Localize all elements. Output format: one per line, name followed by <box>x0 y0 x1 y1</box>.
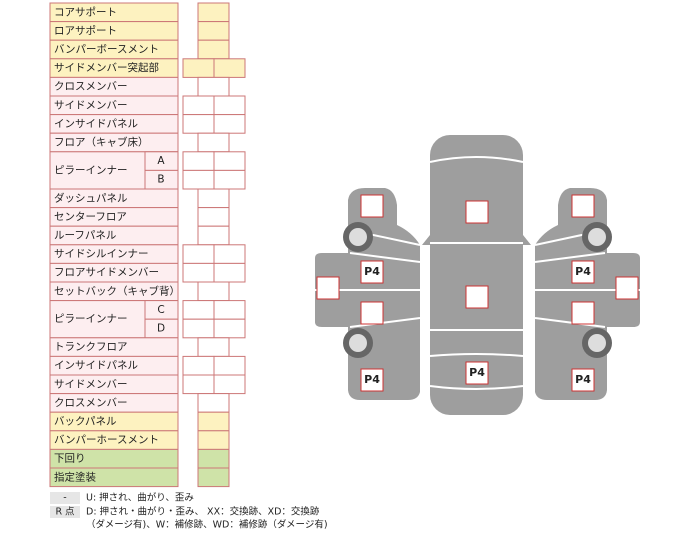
check-cell[interactable] <box>182 262 215 283</box>
row-label: サイドメンバー <box>54 378 128 390</box>
check-cell[interactable] <box>197 76 230 97</box>
car-diagram <box>315 135 641 415</box>
check-cell[interactable] <box>213 374 246 395</box>
check-cell[interactable] <box>213 300 246 320</box>
row-label: コアサポート <box>54 6 117 18</box>
row-label: センターフロア <box>54 211 127 223</box>
check-cell[interactable] <box>197 2 230 23</box>
row-label: ロアサポート <box>54 25 117 37</box>
check-cell[interactable] <box>213 95 246 116</box>
legend-key: R 点 <box>55 507 75 518</box>
sub-label: A <box>157 155 165 167</box>
row-label-cell <box>49 467 179 488</box>
row-label: ダッシュパネル <box>54 191 128 204</box>
row-label: セットバック（キャブ背） <box>54 284 180 297</box>
row-label: インサイドパネル <box>54 360 138 372</box>
check-cell[interactable] <box>197 225 230 246</box>
part-label: P4 <box>364 373 380 386</box>
row-label: ピラーインナー <box>54 313 128 325</box>
check-cell[interactable] <box>182 355 215 376</box>
check-cell[interactable] <box>197 281 230 302</box>
part-label: P4 <box>575 373 591 386</box>
check-cell[interactable] <box>197 207 230 227</box>
check-cell[interactable] <box>182 169 215 190</box>
row-label: サイドメンバー <box>54 99 128 111</box>
row-label: クロスメンバー <box>54 397 128 409</box>
part-label: P4 <box>575 265 591 278</box>
check-cell[interactable] <box>182 374 215 395</box>
check-cell[interactable] <box>197 411 230 432</box>
row-label: バンパーボースメント <box>54 44 159 56</box>
legend-key-box <box>50 492 80 504</box>
row-label: フロア（キャブ床） <box>54 136 149 149</box>
check-cell[interactable] <box>213 114 246 134</box>
check-cell[interactable] <box>197 188 230 209</box>
legend-key: - <box>63 493 66 504</box>
legend-text: D: 押され・曲がり・歪み、 XX：交換跡、XD：交換跡 <box>86 506 320 518</box>
part-label: P4 <box>364 265 380 278</box>
check-cell[interactable] <box>197 39 230 60</box>
check-cell[interactable] <box>182 58 215 78</box>
legend-key-box <box>50 506 80 518</box>
check-cell[interactable] <box>182 114 215 134</box>
row-label: フロアサイドメンバー <box>54 267 159 279</box>
check-cell[interactable] <box>197 467 230 488</box>
row-label: サイドシルインナー <box>54 248 149 260</box>
check-cell[interactable] <box>213 262 246 283</box>
row-label: トランクフロア <box>54 341 128 353</box>
sub-label: C <box>157 304 164 316</box>
legend-text: （ダメージ有)、W：補修跡、WD：補修跡（ダメージ有) <box>86 519 328 531</box>
sub-label: B <box>157 174 164 186</box>
sub-label: D <box>157 323 165 335</box>
check-cell[interactable] <box>197 21 230 41</box>
row-label: バンパーホースメント <box>54 434 159 446</box>
check-cell[interactable] <box>182 95 215 116</box>
check-cell[interactable] <box>213 355 246 376</box>
check-cell[interactable] <box>197 448 230 469</box>
check-cell[interactable] <box>197 430 230 450</box>
row-label: サイドメンバー突起部 <box>54 61 159 74</box>
row-label: クロスメンバー <box>54 81 128 93</box>
check-cell[interactable] <box>182 244 215 264</box>
row-label: バックパネル <box>54 416 116 428</box>
row-label: 指定塗装 <box>54 470 96 483</box>
check-cell[interactable] <box>213 151 246 171</box>
check-cell[interactable] <box>213 58 246 78</box>
check-cell[interactable] <box>182 318 215 339</box>
check-cell[interactable] <box>213 318 246 339</box>
check-cell[interactable] <box>213 169 246 190</box>
check-cell[interactable] <box>197 337 230 357</box>
row-label: ルーフパネル <box>54 230 116 242</box>
row-label: 下回り <box>54 453 86 465</box>
row-label: インサイドパネル <box>54 118 138 130</box>
legend-text: U: 押され、曲がり、歪み <box>86 492 194 504</box>
check-cell[interactable] <box>197 393 230 413</box>
check-cell[interactable] <box>197 132 230 153</box>
check-cell[interactable] <box>182 300 215 320</box>
row-label: ピラーインナー <box>54 164 128 176</box>
check-cell[interactable] <box>182 151 215 171</box>
check-cell[interactable] <box>213 244 246 264</box>
part-label: P4 <box>469 366 485 379</box>
